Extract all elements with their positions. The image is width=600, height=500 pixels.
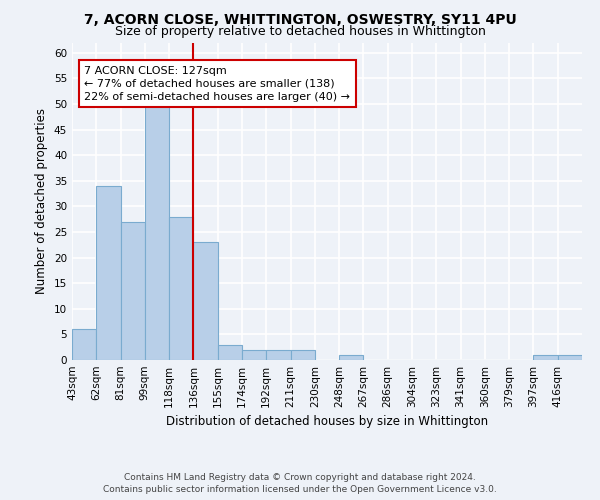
Bar [339,355,364,360]
Bar [193,242,218,360]
Bar [145,104,169,360]
Bar [266,350,290,360]
Bar [96,186,121,360]
Bar [533,355,558,360]
Bar [218,344,242,360]
Text: 7 ACORN CLOSE: 127sqm
← 77% of detached houses are smaller (138)
22% of semi-det: 7 ACORN CLOSE: 127sqm ← 77% of detached … [84,66,350,102]
Text: Size of property relative to detached houses in Whittington: Size of property relative to detached ho… [115,25,485,38]
Y-axis label: Number of detached properties: Number of detached properties [35,108,49,294]
Bar [72,330,96,360]
Text: 7, ACORN CLOSE, WHITTINGTON, OSWESTRY, SY11 4PU: 7, ACORN CLOSE, WHITTINGTON, OSWESTRY, S… [83,12,517,26]
X-axis label: Distribution of detached houses by size in Whittington: Distribution of detached houses by size … [166,416,488,428]
Bar [558,355,582,360]
Bar [242,350,266,360]
Bar [121,222,145,360]
Bar [169,216,193,360]
Text: Contains HM Land Registry data © Crown copyright and database right 2024.
Contai: Contains HM Land Registry data © Crown c… [103,472,497,494]
Bar [290,350,315,360]
